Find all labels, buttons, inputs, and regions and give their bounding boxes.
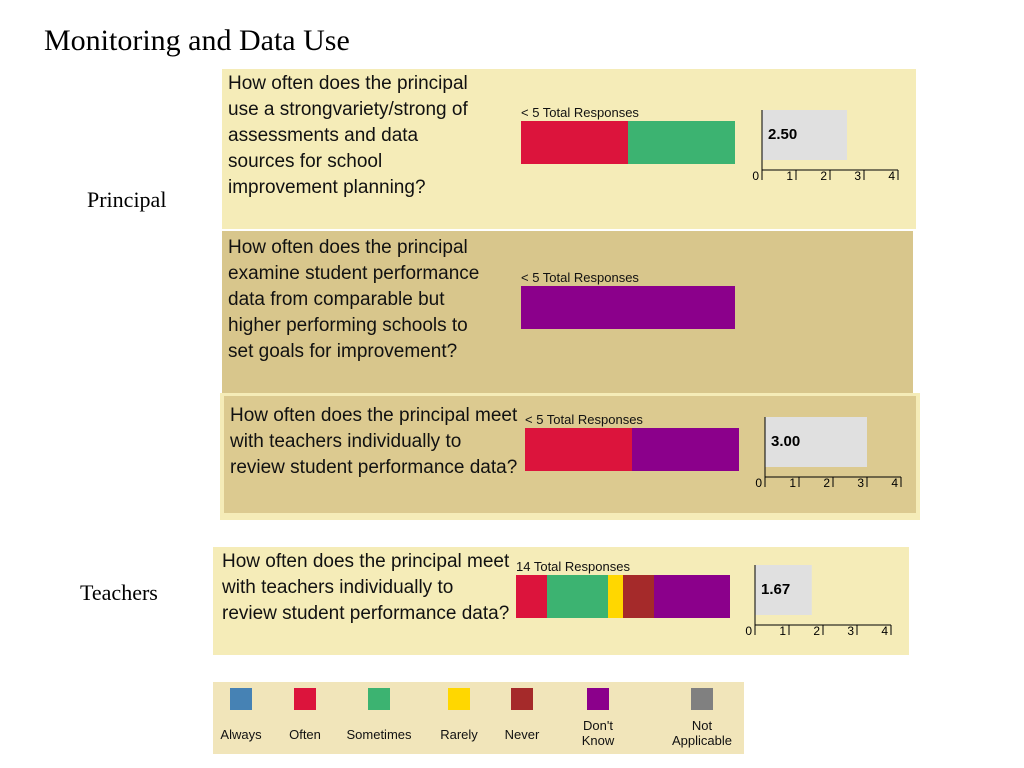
total-responses-label-1: < 5 Total Responses [521, 105, 639, 120]
question-text-4: How often does the principal meet with t… [222, 551, 510, 624]
group-label-principal: Principal [87, 187, 167, 212]
legend-swatch [448, 688, 470, 710]
mean-value-label: 3.00 [771, 433, 800, 450]
bar-segment-sometimes [546, 575, 608, 618]
scale-tick-label: 1 [789, 476, 796, 490]
legend-label: Often [289, 727, 321, 742]
bar-segment-sometimes [628, 121, 735, 164]
bar-segment-often [516, 575, 547, 618]
question-text-3: How often does the principal meet with t… [230, 405, 518, 478]
scale-tick-label: 4 [881, 624, 888, 638]
mean-bar [755, 565, 812, 615]
scale-tick-label: 3 [854, 169, 861, 183]
bar-segment-often [521, 121, 628, 164]
question-text-1: How often does the principal use a stron… [228, 73, 468, 198]
scale-tick-label: 3 [847, 624, 854, 638]
scale-tick-label: 0 [745, 624, 752, 638]
bar-segment-don-t-know [632, 428, 739, 471]
legend-swatch [230, 688, 252, 710]
group-label-teachers: Teachers [80, 580, 158, 605]
scale-tick-label: 0 [752, 169, 759, 183]
scale-tick-label: 2 [820, 169, 827, 183]
total-responses-label-2: < 5 Total Responses [521, 270, 639, 285]
legend-swatch [294, 688, 316, 710]
question-text-2: How often does the principal examine stu… [228, 237, 480, 362]
response-bar-2 [521, 286, 735, 329]
legend-label: Sometimes [346, 727, 412, 742]
slide-title: Monitoring and Data Use [44, 24, 350, 57]
legend-label: Always [220, 727, 262, 742]
scale-tick-label: 2 [823, 476, 830, 490]
scale-tick-label: 4 [888, 169, 895, 183]
mean-bar [765, 417, 867, 467]
legend-label: Never [504, 727, 540, 742]
legend: Always Often Sometimes Rarely Never Don't Know… [213, 682, 744, 754]
bar-segment-never [622, 575, 654, 618]
response-bar-3 [525, 428, 739, 471]
scale-tick-label: 3 [857, 476, 864, 490]
mean-bar [762, 110, 847, 160]
bar-segment-don-t-know [521, 286, 735, 329]
mean-value-label: 1.67 [761, 581, 790, 598]
response-bar-4 [516, 575, 730, 618]
scale-tick-label: 1 [786, 169, 793, 183]
response-bar-1 [521, 121, 735, 164]
mean-scale-4: 1.67 0 1 2 3 4 [745, 565, 892, 638]
bar-segment-often [525, 428, 632, 471]
total-responses-label-3: < 5 Total Responses [525, 412, 643, 427]
mean-value-label: 2.50 [768, 126, 797, 143]
scale-tick-label: 1 [779, 624, 786, 638]
bar-segment-don-t-know [653, 575, 730, 618]
mean-scale-1: 2.50 0 1 2 3 4 [752, 110, 899, 183]
legend-swatch [691, 688, 713, 710]
legend-swatch [511, 688, 533, 710]
legend-label: Don't Know [581, 718, 615, 748]
mean-scale-3: 3.00 0 1 2 3 4 [755, 417, 902, 490]
total-responses-label-4: 14 Total Responses [516, 559, 630, 574]
legend-swatch [587, 688, 609, 710]
scale-tick-label: 0 [755, 476, 762, 490]
legend-label: Not Applicable [672, 718, 732, 748]
legend-swatch [368, 688, 390, 710]
legend-label: Rarely [440, 727, 478, 742]
scale-tick-label: 4 [891, 476, 898, 490]
scale-tick-label: 2 [813, 624, 820, 638]
bar-segment-rarely [607, 575, 623, 618]
